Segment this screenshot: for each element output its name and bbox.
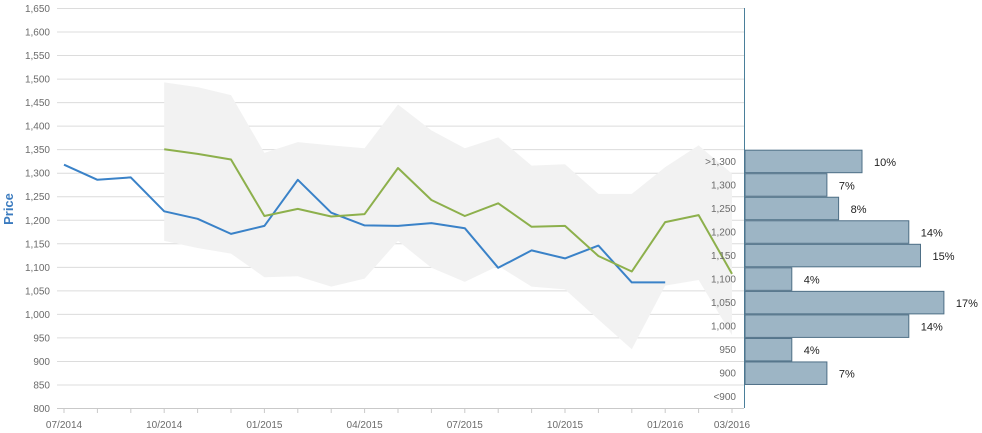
histogram-category-label: 1,150 [711, 251, 736, 262]
histogram-percent-label: 17% [956, 298, 978, 310]
histogram-percent-label: 10% [874, 157, 896, 169]
histogram-bar [744, 196, 840, 221]
histogram-bar [744, 220, 910, 244]
y-axis-title: Price [1, 193, 16, 225]
histogram-category-label: <900 [713, 392, 736, 403]
histogram-percent-label: 4% [804, 345, 820, 357]
histogram-percent-label: 7% [839, 180, 855, 192]
y-tick-label: 1,000 [25, 310, 50, 321]
histogram-category-label: 1,050 [711, 298, 736, 309]
histogram-percent-label: 14% [921, 322, 943, 334]
histogram-bar [744, 314, 910, 338]
y-tick-label: 1,350 [25, 145, 50, 156]
y-tick-label: 1,500 [25, 75, 50, 86]
y-tick-label: 1,150 [25, 239, 50, 250]
y-tick-label: 850 [33, 380, 50, 391]
y-tick-label: 1,400 [25, 122, 50, 133]
histogram-bar [744, 243, 921, 268]
histogram-category-label: 900 [719, 369, 736, 380]
histogram-bar [744, 173, 828, 197]
y-tick-label: 1,050 [25, 286, 50, 297]
y-tick-label: 1,300 [25, 169, 50, 180]
y-tick-label: 800 [33, 404, 50, 415]
series-line-1 [63, 163, 666, 284]
histogram-category-label: 1,300 [711, 180, 736, 191]
y-tick-label: 1,200 [25, 216, 50, 227]
y-tick-label: 1,600 [25, 28, 50, 39]
histogram-category-label: >1,300 [705, 157, 736, 168]
series-line-2 [164, 148, 733, 275]
histogram-category-label: 1,250 [711, 204, 736, 215]
confidence-band [164, 82, 732, 350]
y-tick-label: 1,550 [25, 51, 50, 62]
histogram-category-label: 950 [719, 345, 736, 356]
y-tick-label: 950 [33, 333, 50, 344]
histogram-category-label: 1,200 [711, 228, 736, 239]
histogram-percent-label: 14% [921, 228, 943, 240]
x-tick-label: 04/2015 [347, 420, 384, 431]
y-tick-label: 900 [33, 357, 50, 368]
histogram-category-label: 1,100 [711, 275, 736, 286]
histogram-category-label: 1,000 [711, 322, 736, 333]
x-tick-label: 01/2015 [246, 420, 283, 431]
histogram-bar [744, 361, 828, 385]
y-tick-label: 1,250 [25, 192, 50, 203]
x-tick-label: 01/2016 [647, 420, 684, 431]
histogram-bar [744, 290, 945, 315]
y-tick-label: 1,650 [25, 4, 50, 15]
histogram-percent-label: 8% [851, 204, 867, 216]
x-tick-label: 10/2014 [146, 420, 183, 431]
y-tick-label: 1,450 [25, 98, 50, 109]
histogram-percent-label: 4% [804, 275, 820, 287]
x-tick-label: 07/2015 [447, 420, 484, 431]
histogram-bar [744, 337, 793, 362]
y-tick-label: 1,100 [25, 263, 50, 274]
x-tick-label: 07/2014 [46, 420, 83, 431]
x-tick-label: 03/2016 [714, 420, 751, 431]
histogram-percent-label: 15% [933, 251, 955, 263]
histogram-percent-label: 7% [839, 369, 855, 381]
histogram-bar [744, 149, 863, 174]
x-tick-label: 10/2015 [547, 420, 584, 431]
histogram-bar [744, 267, 793, 291]
